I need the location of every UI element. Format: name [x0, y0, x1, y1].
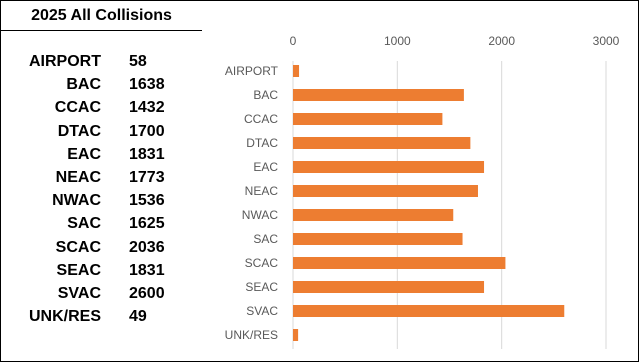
table-row-value: 1625 [129, 215, 165, 233]
table-row-value: 49 [129, 308, 147, 326]
table-row-name: NEAC [55, 169, 101, 186]
x-tick-label: 0 [290, 34, 297, 48]
table-row-name: UNK/RES [28, 308, 101, 326]
y-category-label: NWAC [242, 208, 279, 222]
table-row-value: 1831 [129, 145, 165, 163]
table-row-value: 1700 [129, 122, 165, 140]
table-row-value: 1536 [129, 192, 165, 210]
table-row-value: 1773 [129, 169, 165, 186]
table-row-value: 2600 [129, 285, 165, 302]
bar [293, 65, 300, 77]
y-category-label: AIRPORT [225, 64, 279, 78]
table-row-name: AIRPORT [29, 53, 101, 70]
table-row-name: NWAC [52, 192, 101, 210]
bar [293, 89, 464, 101]
table-row-name: DTAC [57, 122, 101, 140]
table-row-value: 1638 [129, 76, 165, 94]
y-category-label: BAC [253, 88, 278, 102]
bar [293, 209, 454, 221]
bar [293, 329, 299, 341]
table-row-name: SAC [67, 215, 101, 233]
table-row-name: CCAC [54, 99, 101, 117]
bar [293, 185, 478, 197]
y-category-label: SCAC [245, 256, 279, 270]
table-row-name: SEAC [56, 261, 101, 279]
y-category-label: CCAC [244, 112, 278, 126]
table-row-value: 1831 [129, 261, 165, 279]
bar [293, 233, 463, 245]
y-category-label: DTAC [246, 136, 278, 150]
y-category-label: UNK/RES [225, 328, 278, 342]
y-category-label: EAC [253, 160, 278, 174]
bar [293, 257, 506, 269]
bar [293, 161, 485, 173]
table-row-value: 1432 [129, 99, 165, 117]
table-row-name: SCAC [55, 238, 101, 256]
table-title: 2025 All Collisions [1, 1, 202, 31]
bar [293, 305, 565, 317]
table-row-value: 2036 [129, 238, 165, 256]
bar [293, 281, 485, 293]
y-category-label: NEAC [245, 184, 279, 198]
x-tick-label: 3000 [593, 34, 620, 48]
x-tick-label: 2000 [488, 34, 515, 48]
table-row-name: EAC [67, 145, 101, 163]
bar [293, 137, 471, 149]
x-tick-label: 1000 [384, 34, 411, 48]
y-category-label: SVAC [246, 304, 278, 318]
table-row-name: SVAC [57, 285, 101, 302]
y-category-label: SAC [253, 232, 278, 246]
y-category-label: SEAC [245, 280, 278, 294]
bar [293, 113, 443, 125]
table-row-name: BAC [66, 76, 101, 94]
table-row-value: 58 [129, 53, 147, 70]
